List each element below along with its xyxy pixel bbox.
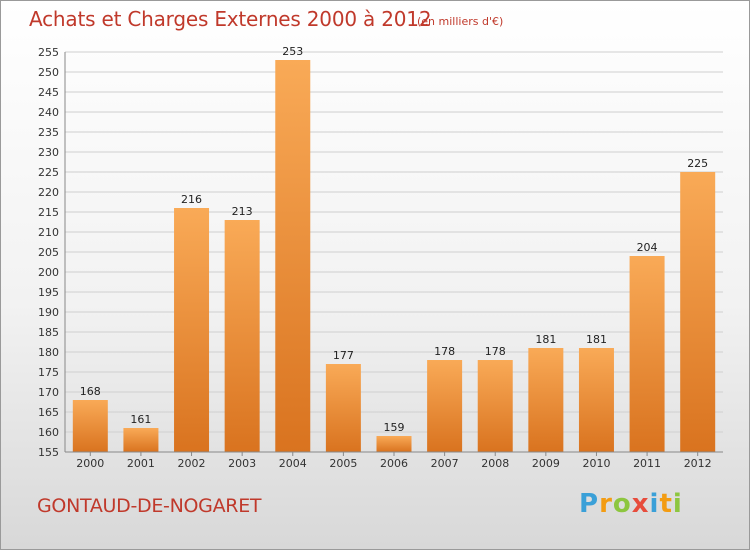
y-tick-label: 210	[38, 226, 59, 239]
bar-value-label: 253	[282, 45, 303, 58]
y-tick-label: 175	[38, 366, 59, 379]
bar-value-label: 204	[637, 241, 658, 254]
x-tick-label: 2010	[582, 457, 610, 470]
logo-letter: i	[672, 489, 683, 519]
y-tick-label: 235	[38, 126, 59, 139]
bar-2004	[275, 60, 311, 452]
bar-value-label: 178	[485, 345, 506, 358]
x-tick-label: 2012	[684, 457, 712, 470]
y-tick-label: 230	[38, 146, 59, 159]
x-tick-label: 2001	[127, 457, 155, 470]
x-tick-label: 2011	[633, 457, 661, 470]
bar-2003	[224, 220, 260, 452]
axes	[64, 52, 723, 456]
bar-value-label: 213	[232, 205, 253, 218]
bar-2001	[123, 428, 159, 452]
bar-value-label: 159	[384, 421, 405, 434]
bar-value-label: 178	[434, 345, 455, 358]
bar-value-label: 168	[80, 385, 101, 398]
y-tick-label: 225	[38, 166, 59, 179]
x-tick-label: 2007	[431, 457, 459, 470]
chart-title: Achats et Charges Externes 2000 à 2012	[29, 7, 432, 31]
y-tick-label: 245	[38, 86, 59, 99]
city-name: GONTAUD-DE-NOGARET	[37, 495, 262, 517]
bar-2005	[325, 364, 361, 452]
logo-letter: o	[612, 489, 632, 519]
y-tick-label: 220	[38, 186, 59, 199]
bar-value-label: 161	[130, 413, 151, 426]
grid-lines	[65, 51, 723, 453]
x-tick-label: 2009	[532, 457, 560, 470]
bar-2012	[680, 172, 716, 452]
y-tick-label: 180	[38, 346, 59, 359]
y-tick-label: 255	[38, 46, 59, 59]
bar-2006	[376, 436, 412, 452]
bar-value-label: 225	[687, 157, 708, 170]
x-tick-label: 2000	[76, 457, 104, 470]
y-tick-label: 155	[38, 446, 59, 459]
logo-letter: P	[579, 489, 600, 519]
bar-2007	[427, 360, 463, 452]
x-tick-label: 2008	[481, 457, 509, 470]
x-axis-tick-labels: 2000 2001 2002 2003 2004 2005 2006 2007 2008 2009…	[76, 457, 711, 470]
y-tick-label: 190	[38, 306, 59, 319]
chart-subtitle: (en milliers d'€)	[417, 15, 504, 28]
y-tick-label: 160	[38, 426, 59, 439]
bar-value-label: 181	[535, 333, 556, 346]
bar-2002	[174, 208, 210, 452]
x-tick-label: 2006	[380, 457, 408, 470]
bar-2010	[578, 348, 614, 452]
x-tick-label: 2003	[228, 457, 256, 470]
bar-value-label: 177	[333, 349, 354, 362]
bar-value-labels: 168 161 216 213 253 177 159 178 178 181 181 204 225	[80, 45, 708, 434]
bars	[72, 60, 716, 452]
logo-letter: i	[649, 489, 660, 519]
bar-value-label: 216	[181, 193, 202, 206]
y-tick-label: 205	[38, 246, 59, 259]
y-tick-label: 240	[38, 106, 59, 119]
x-tick-label: 2004	[279, 457, 307, 470]
y-tick-label: 215	[38, 206, 59, 219]
bar-2000	[72, 400, 108, 452]
y-tick-label: 165	[38, 406, 59, 419]
bar-value-label: 181	[586, 333, 607, 346]
x-tick-label: 2002	[178, 457, 206, 470]
y-tick-label: 200	[38, 266, 59, 279]
y-axis-tick-labels: 155 160 165 170 175 180 185 190 195 200 205 210 215 2…	[38, 46, 59, 459]
logo-letter: t	[659, 489, 673, 519]
bar-2011	[629, 256, 665, 452]
x-tick-label: 2005	[329, 457, 357, 470]
proxiti-logo[interactable]: Proxiti	[579, 489, 683, 519]
bar-2008	[477, 360, 513, 452]
y-tick-label: 250	[38, 66, 59, 79]
y-tick-label: 170	[38, 386, 59, 399]
logo-letter: x	[631, 489, 650, 519]
bar-2009	[528, 348, 564, 452]
y-tick-label: 185	[38, 326, 59, 339]
logo-letter: r	[599, 489, 613, 519]
y-tick-label: 195	[38, 286, 59, 299]
